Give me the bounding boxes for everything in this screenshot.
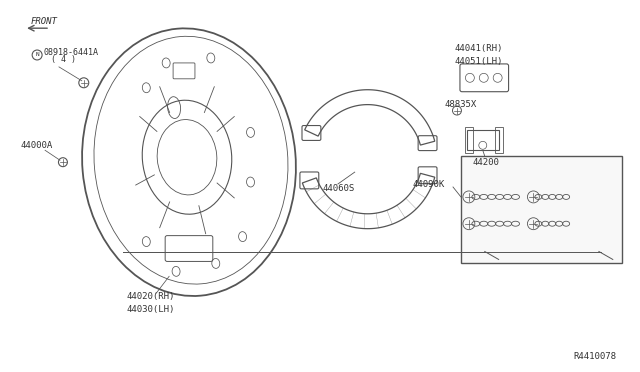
Text: 44041(RH)
44051(LH): 44041(RH) 44051(LH): [455, 44, 503, 66]
Text: 44060S: 44060S: [323, 185, 355, 193]
Text: 48835X: 48835X: [444, 100, 476, 109]
Bar: [495, 128, 502, 153]
Bar: [467, 131, 499, 150]
Text: 44090K: 44090K: [412, 180, 445, 189]
Text: ( 4 ): ( 4 ): [51, 55, 76, 64]
Text: 44200: 44200: [473, 158, 500, 167]
Text: 44000A: 44000A: [20, 141, 52, 150]
Text: 08918-6441A: 08918-6441A: [43, 48, 98, 57]
Text: N: N: [35, 52, 39, 58]
Text: R4410078: R4410078: [573, 352, 616, 361]
Bar: [465, 128, 473, 153]
Text: 44020(RH)
44030(LH): 44020(RH) 44030(LH): [127, 292, 175, 314]
Bar: [461, 156, 621, 263]
Text: FRONT: FRONT: [30, 17, 57, 26]
